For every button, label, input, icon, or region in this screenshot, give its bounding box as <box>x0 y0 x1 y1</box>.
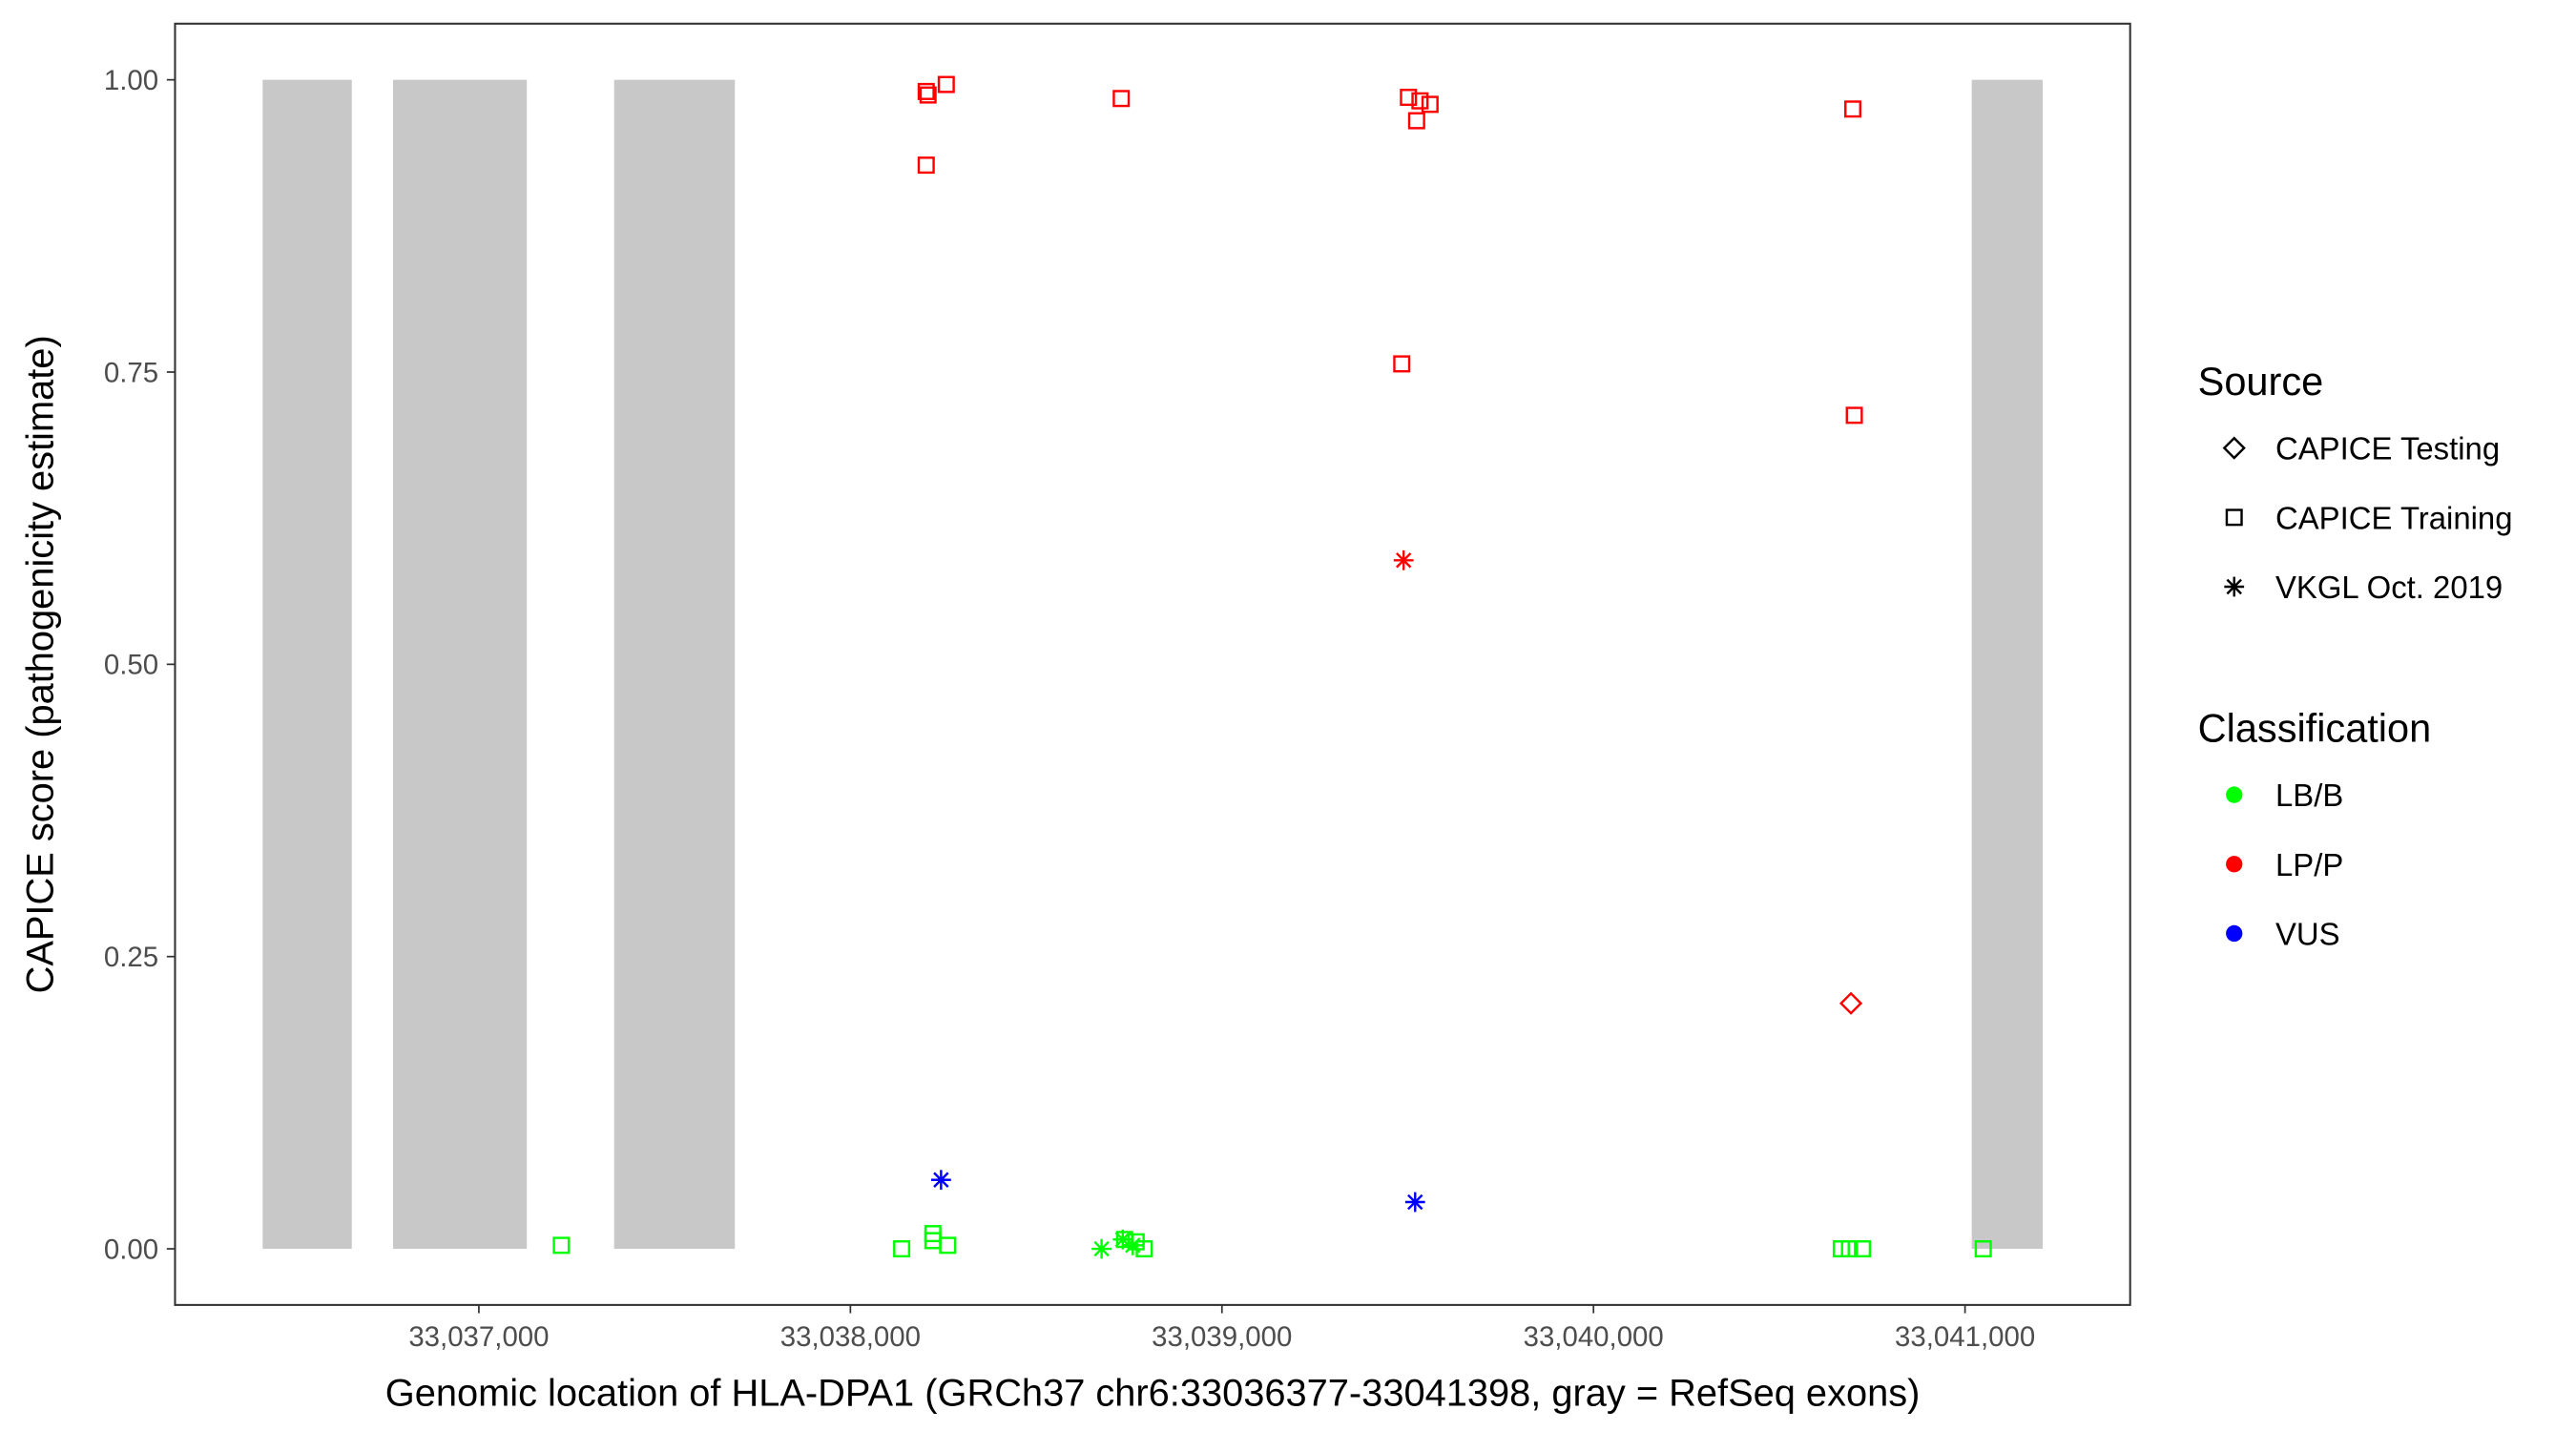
x-tick-label: 33,040,000 <box>1524 1321 1664 1353</box>
data-point-star <box>930 1170 951 1191</box>
data-point-square <box>937 75 955 93</box>
y-tick-label: 0.25 <box>104 942 158 973</box>
data-point-star <box>1393 550 1414 570</box>
legend-color-dot-icon <box>2226 924 2243 943</box>
data-point-square <box>1407 112 1425 130</box>
data-point-square <box>552 1236 571 1255</box>
legend-diamond-icon <box>2222 436 2246 460</box>
legend-color-dot-icon <box>2226 786 2243 803</box>
legend-color-dot-icon <box>2226 856 2243 873</box>
data-point-square <box>1112 90 1131 108</box>
y-axis-ticks: 0.00 0.25 0.50 0.75 1.00 <box>104 65 176 1265</box>
legend-source-item: CAPICE Training <box>2275 500 2513 535</box>
legend-square-icon <box>2225 508 2243 527</box>
exon-bars <box>262 79 2044 1250</box>
data-point-square <box>917 156 935 175</box>
y-tick-label: 0.00 <box>104 1234 158 1265</box>
legend: Source CAPICE Testing CAPICE Training VKGL… <box>2198 359 2513 951</box>
y-tick-label: 0.50 <box>104 650 158 681</box>
x-tick-label: 33,039,000 <box>1152 1321 1292 1353</box>
x-tick-label: 33,037,000 <box>408 1321 549 1353</box>
data-point-star <box>1091 1238 1111 1259</box>
data-point-square <box>939 1236 957 1255</box>
data-point-square <box>1411 92 1429 110</box>
legend-source-item: CAPICE Testing <box>2275 431 2500 467</box>
data-point-star <box>1112 1229 1133 1250</box>
data-points <box>552 75 1992 1259</box>
legend-class-item: LP/P <box>2275 847 2343 882</box>
legend-class-item: LB/B <box>2275 778 2343 813</box>
data-point-star <box>1122 1234 1143 1255</box>
legend-source-item: VKGL Oct. 2019 <box>2275 570 2503 605</box>
data-point-square <box>893 1240 911 1258</box>
legend-class-item: VUS <box>2275 917 2340 952</box>
data-point-square <box>1421 95 1439 114</box>
exon-bar <box>613 79 736 1250</box>
y-axis-title: CAPICE score (pathogenicity estimate) <box>19 335 61 993</box>
data-point-square <box>1854 1240 1872 1258</box>
data-point-square <box>1844 100 1862 118</box>
x-axis-ticks: 33,037,000 33,038,000 33,039,000 33,040,000… <box>408 1304 2035 1353</box>
x-tick-label: 33,038,000 <box>780 1321 921 1353</box>
exon-bar <box>262 79 352 1250</box>
data-point-square <box>917 82 935 100</box>
data-point-square <box>919 86 937 104</box>
data-point-square <box>1974 1240 1992 1258</box>
data-point-square <box>1845 406 1863 425</box>
legend-source-title: Source <box>2198 359 2324 404</box>
exon-bar <box>392 79 528 1250</box>
data-point-diamond <box>1839 991 1863 1015</box>
legend-star-icon <box>2224 576 2245 597</box>
legend-classification-title: Classification <box>2198 706 2432 751</box>
x-tick-label: 33,041,000 <box>1895 1321 2035 1353</box>
x-axis-title: Genomic location of HLA-DPA1 (GRCh37 chr… <box>385 1372 1921 1414</box>
data-point-square <box>1393 355 1411 373</box>
data-point-square <box>1400 89 1418 107</box>
y-tick-label: 0.75 <box>104 357 158 388</box>
exon-bar <box>1971 79 2044 1250</box>
data-point-star <box>1404 1192 1425 1213</box>
y-tick-label: 1.00 <box>104 65 158 96</box>
data-point-square <box>1840 1240 1859 1258</box>
